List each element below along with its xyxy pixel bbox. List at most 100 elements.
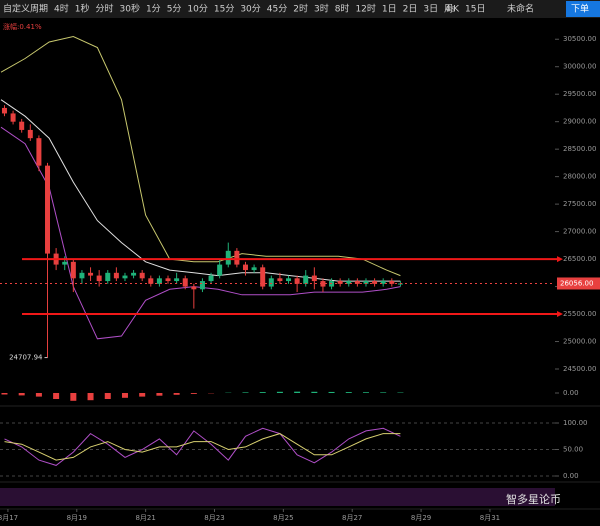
candle-body bbox=[79, 272, 85, 279]
candle-body bbox=[36, 138, 42, 166]
macd-bar bbox=[70, 393, 77, 401]
overlay-line bbox=[0, 35, 401, 277]
candle-body bbox=[286, 278, 292, 282]
oscillator-line bbox=[4, 427, 401, 466]
y-tick-label: 100.00 bbox=[563, 419, 588, 427]
annotation-label: 24707.94 bbox=[9, 354, 43, 362]
candle-body bbox=[354, 281, 360, 284]
candle-body bbox=[251, 267, 257, 271]
candle-body bbox=[1, 107, 7, 114]
candle-body bbox=[311, 275, 317, 282]
y-tick-label: 27500.00 bbox=[563, 200, 596, 208]
candle-body bbox=[19, 121, 25, 130]
y-tick-label: 25500.00 bbox=[563, 310, 596, 318]
y-tick-label: 28500.00 bbox=[563, 145, 596, 153]
toolbar-right-item[interactable]: 4s bbox=[445, 5, 456, 15]
candle-body bbox=[139, 272, 145, 279]
candle-body bbox=[148, 278, 154, 284]
toolbar-item[interactable]: 周K bbox=[444, 4, 460, 15]
toolbar-right-item[interactable]: 下单 bbox=[571, 3, 589, 15]
y-tick-label: 27000.00 bbox=[563, 228, 596, 236]
macd-bar bbox=[104, 393, 111, 399]
x-tick-label: 8月21 bbox=[135, 514, 155, 522]
candle-body bbox=[225, 250, 231, 265]
macd-bar bbox=[35, 393, 42, 397]
candle-body bbox=[268, 278, 274, 287]
toolbar-item[interactable]: 15日 bbox=[465, 4, 485, 15]
candle-body bbox=[182, 278, 188, 287]
candle-body bbox=[62, 261, 68, 265]
candle-body bbox=[156, 278, 162, 284]
candle-body bbox=[277, 278, 283, 282]
x-tick-label: 8月29 bbox=[411, 514, 431, 522]
toolbar-item[interactable]: 10分 bbox=[187, 4, 207, 15]
candle-body bbox=[208, 275, 214, 282]
x-tick-label: 8月23 bbox=[204, 514, 224, 522]
last-price-tag bbox=[557, 277, 600, 290]
macd-bar bbox=[121, 393, 128, 398]
macd-bar bbox=[1, 393, 8, 395]
y-tick-label: 26500.00 bbox=[563, 255, 596, 263]
toolbar-item[interactable]: 45分 bbox=[267, 4, 287, 15]
candle-body bbox=[165, 278, 171, 282]
toolbar-item[interactable]: 15分 bbox=[214, 4, 234, 15]
candle-body bbox=[122, 275, 128, 279]
candle-body bbox=[372, 281, 378, 284]
y-tick-label: 50.00 bbox=[563, 446, 583, 454]
toolbar-right-item[interactable]: 未命名 bbox=[507, 3, 534, 15]
macd-bar bbox=[173, 393, 180, 395]
toolbar-item[interactable]: 12时 bbox=[355, 3, 375, 15]
candle-body bbox=[242, 264, 248, 271]
toolbar-item[interactable]: 自定义周期 bbox=[3, 3, 48, 15]
candle-body bbox=[217, 264, 223, 276]
x-tick-label: 8月17 bbox=[0, 514, 18, 522]
watermark: 智多星论币 bbox=[506, 492, 561, 506]
candle-body bbox=[191, 286, 197, 290]
toolbar-item[interactable]: 5分 bbox=[167, 4, 182, 15]
macd-bar bbox=[139, 393, 146, 397]
macd-bar bbox=[190, 393, 197, 394]
toolbar-item[interactable]: 30秒 bbox=[120, 3, 140, 15]
candle-body bbox=[380, 281, 386, 284]
candle-body bbox=[113, 272, 119, 279]
toolbar-item[interactable]: 3日 bbox=[423, 4, 438, 15]
x-tick-label: 8月25 bbox=[273, 514, 293, 522]
candle-body bbox=[294, 278, 300, 284]
x-tick-label: 8月27 bbox=[342, 514, 362, 522]
macd-bar bbox=[328, 391, 335, 393]
toolbar-item[interactable]: 30分 bbox=[240, 4, 260, 15]
level-arrow bbox=[557, 256, 563, 263]
candle-body bbox=[346, 281, 352, 284]
candle-body bbox=[199, 281, 205, 290]
macd-bar bbox=[276, 391, 283, 393]
bottom-panel-bg bbox=[0, 488, 555, 506]
macd-bar bbox=[259, 392, 266, 393]
toolbar-item[interactable]: 3时 bbox=[314, 3, 329, 15]
toolbar-item[interactable]: 1分 bbox=[146, 4, 161, 15]
candle-body bbox=[337, 281, 343, 284]
candle-body bbox=[27, 129, 33, 139]
toolbar-item[interactable]: 4时 bbox=[54, 3, 69, 15]
candle-body bbox=[10, 113, 16, 122]
toolbar-item[interactable]: 2日 bbox=[403, 4, 418, 15]
y-tick-label: 25000.00 bbox=[563, 338, 596, 346]
oscillator-line bbox=[4, 433, 401, 461]
toolbar-item[interactable]: 分时 bbox=[95, 3, 113, 15]
candle-body bbox=[174, 278, 180, 282]
y-tick-label: 0.00 bbox=[563, 389, 579, 397]
toolbar-item[interactable]: 2时 bbox=[293, 3, 308, 15]
candle-body bbox=[96, 275, 102, 282]
x-tick-label: 8月19 bbox=[67, 514, 87, 522]
candle-body bbox=[303, 275, 309, 284]
y-tick-label: 30000.00 bbox=[563, 63, 596, 71]
y-tick-label: 30500.00 bbox=[563, 35, 596, 43]
candle-body bbox=[389, 281, 395, 284]
macd-bar bbox=[18, 393, 25, 396]
toolbar-item[interactable]: 1日 bbox=[382, 4, 397, 15]
toolbar-item[interactable]: 8时 bbox=[335, 3, 350, 15]
toolbar-item[interactable]: 1秒 bbox=[75, 3, 90, 15]
overlay-line bbox=[0, 99, 401, 282]
candle-body bbox=[363, 281, 369, 284]
candle-body bbox=[320, 281, 326, 287]
